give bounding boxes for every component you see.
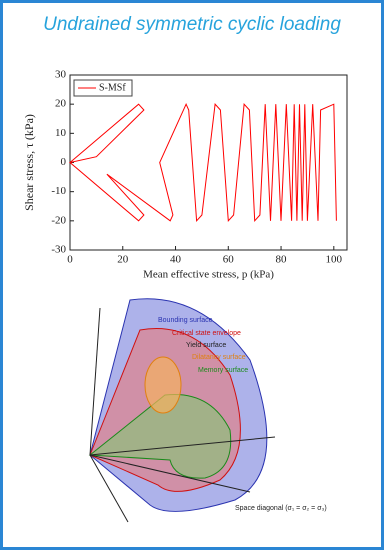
memory-surface (88, 393, 232, 479)
diagram-axis-label: Space diagonal (σ₁ = σ₂ = σ₃) (235, 505, 327, 512)
axis (89, 454, 251, 493)
y-tick-label: -10 (51, 185, 66, 197)
card-title: Undrained symmetric cyclic loading (43, 14, 341, 35)
axis (89, 436, 276, 456)
diagram: Bounding surface Critical state envelope… (88, 298, 327, 523)
diagram-label: Bounding surface (158, 317, 213, 324)
y-tick-label: -20 (51, 214, 66, 226)
y-tick-label: 30 (55, 69, 67, 81)
y-axis-label: Shear stress, τ (kPa) (22, 114, 36, 211)
x-tick-label: 80 (276, 254, 288, 266)
axis (89, 307, 101, 456)
diagram-label: Dilatancy surface (192, 354, 246, 361)
dilatancy-surface (144, 356, 182, 414)
legend-label: S-MSf (99, 82, 126, 93)
diagram-label: Memory surface (198, 367, 248, 374)
x-tick-label: 100 (326, 254, 343, 266)
diagram-label: Critical state envelope (172, 330, 241, 337)
legend-box (73, 79, 133, 97)
x-axis-label: Mean effective stress, p (kPa) (143, 269, 274, 281)
x-tick-label: 0 (67, 254, 73, 266)
axis (89, 454, 129, 523)
x-tick-label: 20 (117, 254, 129, 266)
y-tick-label: 0 (61, 156, 67, 168)
y-tick-label: 10 (55, 127, 67, 139)
x-tick-label: 60 (223, 254, 235, 266)
series-line (68, 102, 337, 223)
y-tick-label: 20 (55, 98, 67, 110)
diagram-label: Yield surface (186, 342, 226, 349)
y-tick-label: -30 (51, 244, 66, 256)
x-tick-label: 40 (170, 254, 182, 266)
